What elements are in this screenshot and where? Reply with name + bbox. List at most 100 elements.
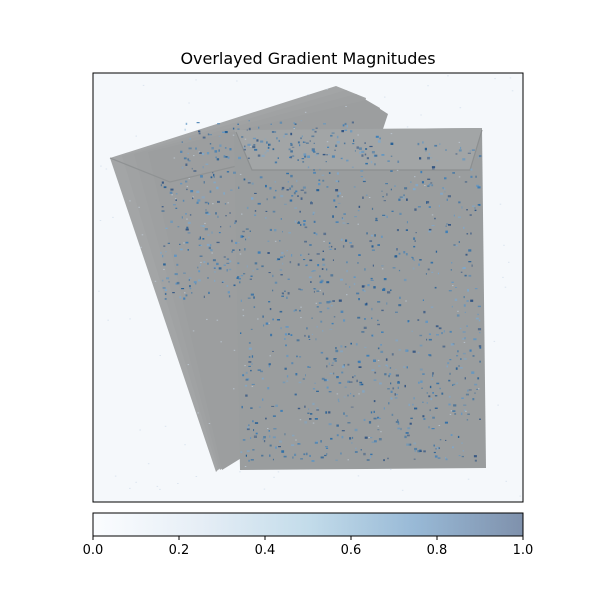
- gradient-speckle: [338, 382, 342, 384]
- gradient-speckle: [296, 355, 298, 358]
- gradient-speckle: [304, 240, 307, 243]
- gradient-speckle: [355, 343, 358, 346]
- gradient-speckle: [304, 226, 308, 229]
- gradient-speckle: [439, 439, 442, 441]
- gradient-speckle-faint: [239, 173, 242, 175]
- gradient-speckle: [420, 170, 423, 174]
- gradient-speckle: [390, 382, 392, 385]
- colorbar-tick-label: 0.0: [83, 543, 104, 558]
- gradient-speckle: [430, 415, 432, 417]
- gradient-speckle: [185, 213, 187, 215]
- gradient-speckle: [397, 422, 400, 425]
- gradient-speckle: [213, 270, 216, 273]
- gradient-speckle: [428, 426, 430, 429]
- gradient-speckle: [316, 409, 320, 411]
- gradient-speckle: [202, 225, 205, 228]
- gradient-speckle: [305, 264, 308, 267]
- gradient-speckle: [374, 163, 376, 166]
- gradient-speckle: [343, 142, 346, 145]
- gradient-speckle: [458, 365, 460, 367]
- gradient-speckle-faint: [458, 176, 461, 178]
- gradient-speckle: [431, 225, 435, 227]
- gradient-speckle: [204, 228, 208, 231]
- gradient-speckle: [354, 451, 358, 453]
- gradient-speckle: [428, 206, 431, 208]
- gradient-speckle: [473, 455, 477, 458]
- gradient-speckle-faint: [164, 425, 167, 427]
- gradient-speckle: [269, 187, 272, 190]
- gradient-speckle: [240, 451, 243, 453]
- gradient-speckle: [342, 365, 345, 368]
- gradient-speckle: [477, 156, 479, 159]
- gradient-speckle: [189, 288, 192, 290]
- gradient-speckle: [418, 263, 420, 266]
- gradient-speckle: [456, 314, 460, 317]
- gradient-speckle: [281, 295, 284, 297]
- gradient-speckle: [314, 418, 318, 420]
- gradient-speckle-faint: [336, 393, 339, 395]
- gradient-speckle: [336, 172, 339, 175]
- gradient-speckle: [300, 224, 302, 226]
- gradient-speckle-faint: [357, 223, 359, 225]
- gradient-speckle: [450, 434, 453, 436]
- gradient-speckle: [294, 453, 297, 456]
- gradient-speckle-faint: [239, 471, 241, 473]
- gradient-speckle-faint: [216, 319, 219, 321]
- gradient-speckle: [268, 272, 271, 274]
- gradient-speckle-faint: [233, 388, 235, 390]
- gradient-speckle: [294, 393, 297, 396]
- gradient-speckle: [398, 349, 401, 351]
- gradient-speckle: [349, 242, 352, 244]
- gradient-speckle: [186, 226, 189, 229]
- gradient-speckle: [418, 381, 420, 384]
- gradient-speckle: [227, 291, 230, 294]
- gradient-speckle: [371, 249, 375, 251]
- gradient-speckle-faint: [377, 425, 379, 427]
- gradient-speckle: [447, 362, 450, 365]
- gradient-speckle: [325, 447, 329, 449]
- gradient-speckle: [195, 147, 197, 150]
- gradient-speckle-faint: [241, 213, 243, 215]
- gradient-speckle: [346, 125, 348, 128]
- gradient-speckle: [371, 307, 373, 311]
- gradient-speckle: [379, 382, 382, 385]
- gradient-speckle: [330, 304, 333, 307]
- gradient-speckle: [390, 188, 392, 191]
- gradient-speckle: [434, 144, 438, 147]
- gradient-speckle: [446, 365, 448, 368]
- gradient-speckle: [345, 239, 348, 242]
- gradient-speckle: [430, 182, 433, 184]
- gradient-speckle: [477, 204, 481, 206]
- gradient-speckle: [212, 259, 216, 262]
- gradient-speckle: [291, 146, 295, 148]
- gradient-speckle: [455, 244, 458, 247]
- gradient-speckle: [358, 360, 361, 364]
- gradient-speckle-faint: [295, 439, 297, 441]
- gradient-speckle: [250, 407, 253, 409]
- gradient-speckle: [346, 261, 348, 264]
- gradient-speckle: [466, 419, 469, 421]
- gradient-speckle: [282, 262, 284, 265]
- gradient-speckle: [441, 392, 444, 395]
- gradient-speckle: [306, 452, 308, 456]
- gradient-speckle: [254, 262, 258, 265]
- gradient-speckle: [278, 319, 280, 321]
- gradient-speckle-faint: [174, 198, 177, 200]
- gradient-speckle: [358, 205, 361, 208]
- gradient-speckle: [287, 181, 289, 183]
- gradient-speckle-faint: [450, 410, 453, 412]
- gradient-speckle: [202, 238, 205, 240]
- gradient-speckle: [196, 122, 200, 124]
- gradient-speckle-faint: [414, 176, 416, 178]
- gradient-speckle: [461, 442, 463, 444]
- gradient-speckle: [422, 415, 425, 418]
- gradient-speckle: [389, 367, 392, 369]
- gradient-speckle: [199, 264, 202, 267]
- gradient-speckle: [412, 267, 415, 270]
- gradient-speckle: [396, 248, 398, 251]
- gradient-speckle: [445, 439, 447, 441]
- gradient-speckle: [316, 440, 318, 443]
- gradient-speckle: [302, 161, 305, 163]
- gradient-speckle: [239, 249, 241, 251]
- gradient-speckle: [280, 256, 284, 259]
